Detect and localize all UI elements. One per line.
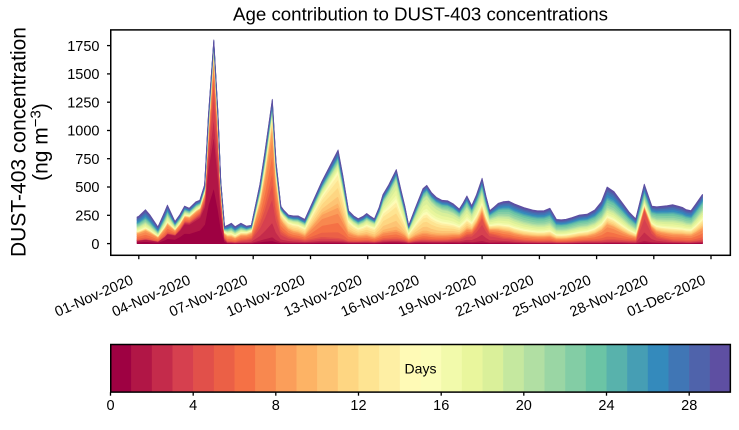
svg-text:24: 24 — [598, 398, 614, 414]
svg-text:20: 20 — [516, 398, 532, 414]
svg-text:500: 500 — [75, 180, 99, 196]
svg-text:8: 8 — [272, 398, 280, 414]
svg-text:28: 28 — [681, 398, 697, 414]
svg-text:12: 12 — [350, 398, 366, 414]
svg-text:1750: 1750 — [67, 39, 99, 55]
svg-text:750: 750 — [75, 152, 99, 168]
svg-text:0: 0 — [106, 398, 114, 414]
svg-text:16: 16 — [433, 398, 449, 414]
svg-text:1500: 1500 — [67, 67, 99, 83]
svg-text:4: 4 — [189, 398, 197, 414]
svg-text:1250: 1250 — [67, 95, 99, 111]
svg-text:Age contribution to DUST-403 c: Age contribution to DUST-403 concentrati… — [233, 4, 608, 25]
svg-text:0: 0 — [91, 237, 99, 253]
svg-text:1000: 1000 — [67, 124, 99, 140]
svg-text:Days: Days — [405, 361, 437, 377]
svg-text:250: 250 — [75, 209, 99, 225]
svg-text:DUST-403 concentration: DUST-403 concentration — [8, 27, 31, 257]
